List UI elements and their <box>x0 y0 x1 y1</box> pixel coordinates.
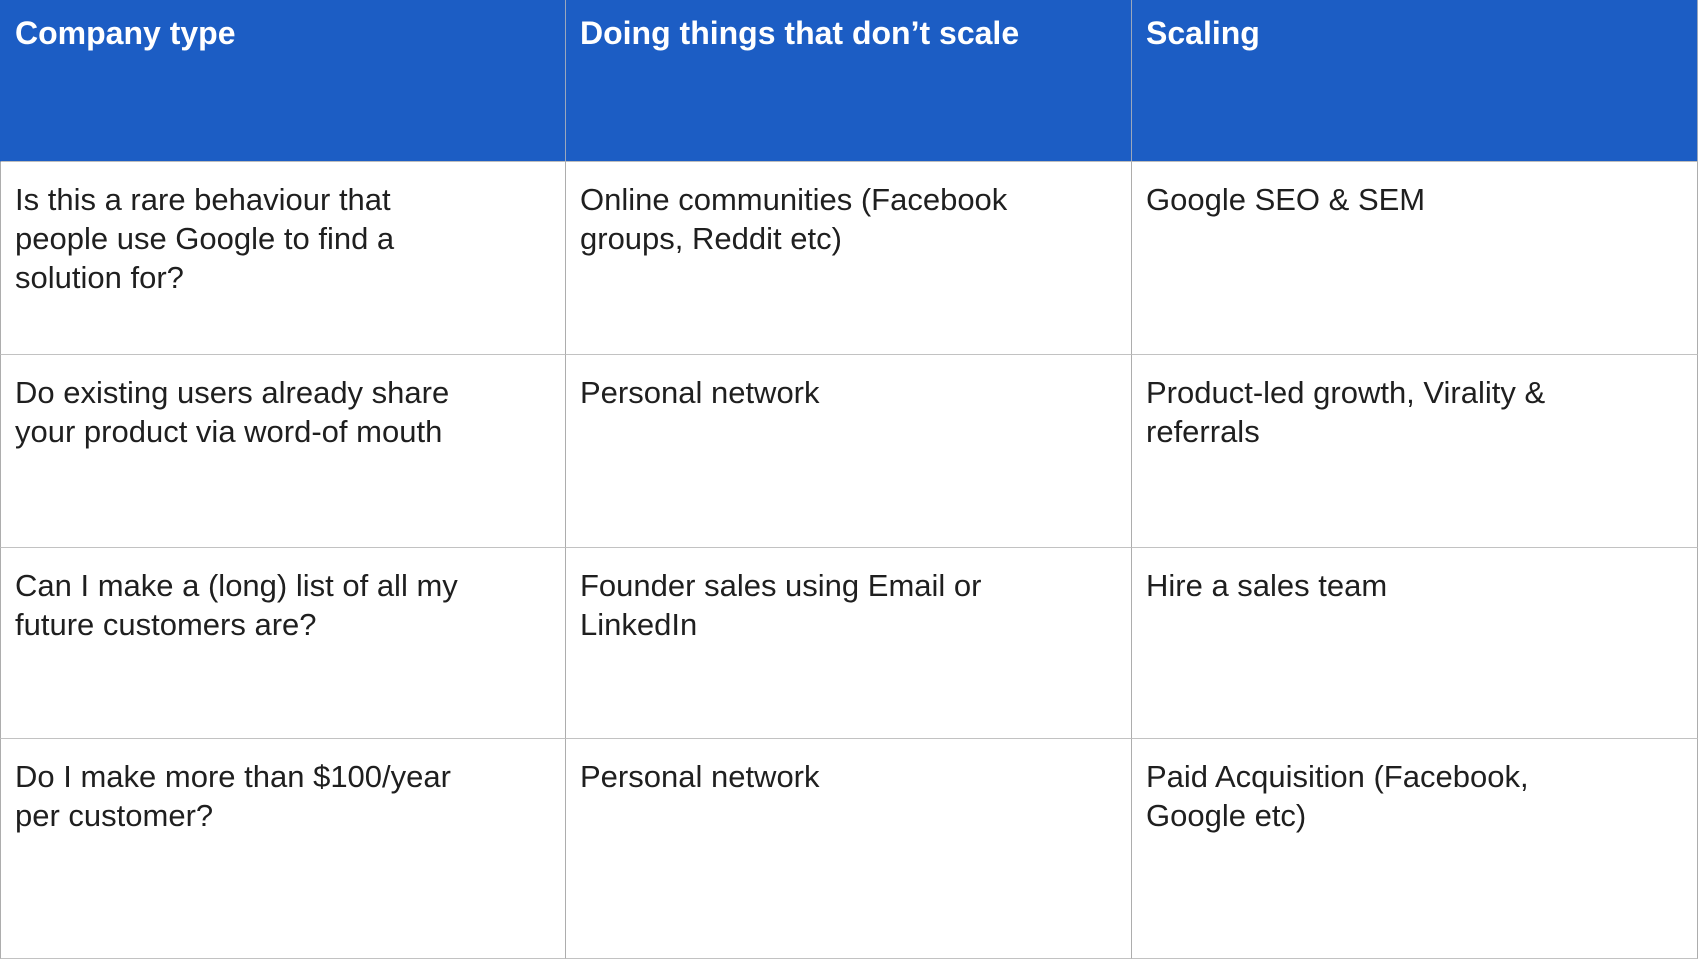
cell-r2-dont-scale: Personal network <box>566 355 1132 548</box>
cell-r4-scaling: Paid Acquisition (Facebook, Google etc) <box>1132 739 1698 959</box>
cell-r2-scaling: Product-led growth, Virality & referrals <box>1132 355 1698 548</box>
cell-r3-company-type: Can I make a (long) list of all my futur… <box>0 548 566 739</box>
cell-r2-company-type: Do existing users already share your pro… <box>0 355 566 548</box>
header-cell-company-type: Company type <box>0 0 566 162</box>
cell-r4-dont-scale: Personal network <box>566 739 1132 959</box>
cell-r3-dont-scale: Founder sales using Email or LinkedIn <box>566 548 1132 739</box>
cell-r1-scaling: Google SEO & SEM <box>1132 162 1698 355</box>
header-cell-doing-things-that-dont-scale: Doing things that don’t scale <box>566 0 1132 162</box>
header-cell-scaling: Scaling <box>1132 0 1698 162</box>
cell-r1-company-type: Is this a rare behaviour that people use… <box>0 162 566 355</box>
cell-r3-scaling: Hire a sales team <box>1132 548 1698 739</box>
cell-r4-company-type: Do I make more than $100/year per custom… <box>0 739 566 959</box>
cell-r1-dont-scale: Online communities (Facebook groups, Red… <box>566 162 1132 355</box>
